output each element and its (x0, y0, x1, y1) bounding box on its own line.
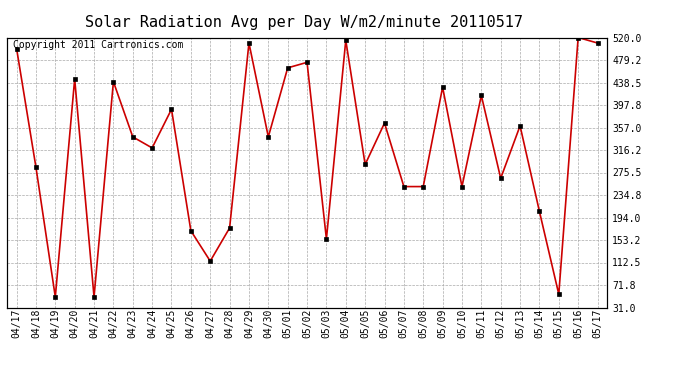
Text: Solar Radiation Avg per Day W/m2/minute 20110517: Solar Radiation Avg per Day W/m2/minute … (85, 15, 522, 30)
Text: Copyright 2011 Cartronics.com: Copyright 2011 Cartronics.com (13, 40, 184, 50)
